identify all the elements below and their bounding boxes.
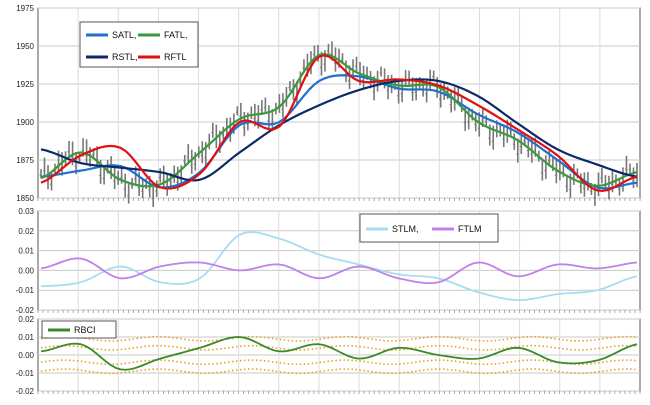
- legend-label: RBCI: [74, 325, 96, 335]
- legend-label: FTLM: [458, 224, 482, 234]
- y-tick-label: -0.02: [16, 387, 35, 396]
- rbci-panel: -0.02 -0.01 0.00 0.01 0.02 RBCI: [16, 315, 641, 396]
- stlm-ftlm-panel: -0.02 -0.01 0.00 0.01 0.02 0.03 STLM, FTLM: [16, 207, 641, 315]
- legend-label: STLM,: [392, 224, 419, 234]
- legend-label: SATL,: [112, 30, 136, 40]
- y-tick-label: 0.00: [18, 351, 34, 360]
- y-tick-label: -0.01: [16, 286, 35, 295]
- y-tick-label: 1875: [16, 156, 34, 165]
- y-tick-label: 1850: [16, 194, 34, 203]
- legend-box: [41, 320, 117, 339]
- y-tick-label: 1950: [16, 42, 34, 51]
- y-tick-label: 1900: [16, 118, 34, 127]
- y-tick-label: 1975: [16, 4, 34, 13]
- y-tick-label: 0.02: [18, 315, 34, 324]
- series-ftlm-line: [40, 257, 638, 285]
- series-rftl-line: [40, 54, 638, 193]
- y-tick-label: 0.01: [18, 247, 34, 256]
- y-tick-label: 0.02: [18, 227, 34, 236]
- y-tick-label: -0.01: [16, 369, 35, 378]
- y-tick-label: -0.02: [16, 306, 35, 315]
- legend-label: RSTL,: [112, 52, 138, 62]
- legend-label: FATL,: [164, 30, 187, 40]
- y-tick-label: 0.00: [18, 266, 34, 275]
- series-fatl-line: [40, 52, 638, 188]
- legend-box: [79, 21, 199, 68]
- series-satl-line: [40, 74, 638, 190]
- y-tick-label: 1925: [16, 80, 34, 89]
- series-rbci-line: [40, 336, 638, 371]
- legend-label: RFTL: [164, 52, 187, 62]
- y-tick-label: 0.03: [18, 207, 34, 216]
- price-panel: 1850 1875 1900 1925 1950 1975 SATL, FATL, RSTL, R…: [16, 4, 641, 207]
- y-tick-label: 0.01: [18, 333, 34, 342]
